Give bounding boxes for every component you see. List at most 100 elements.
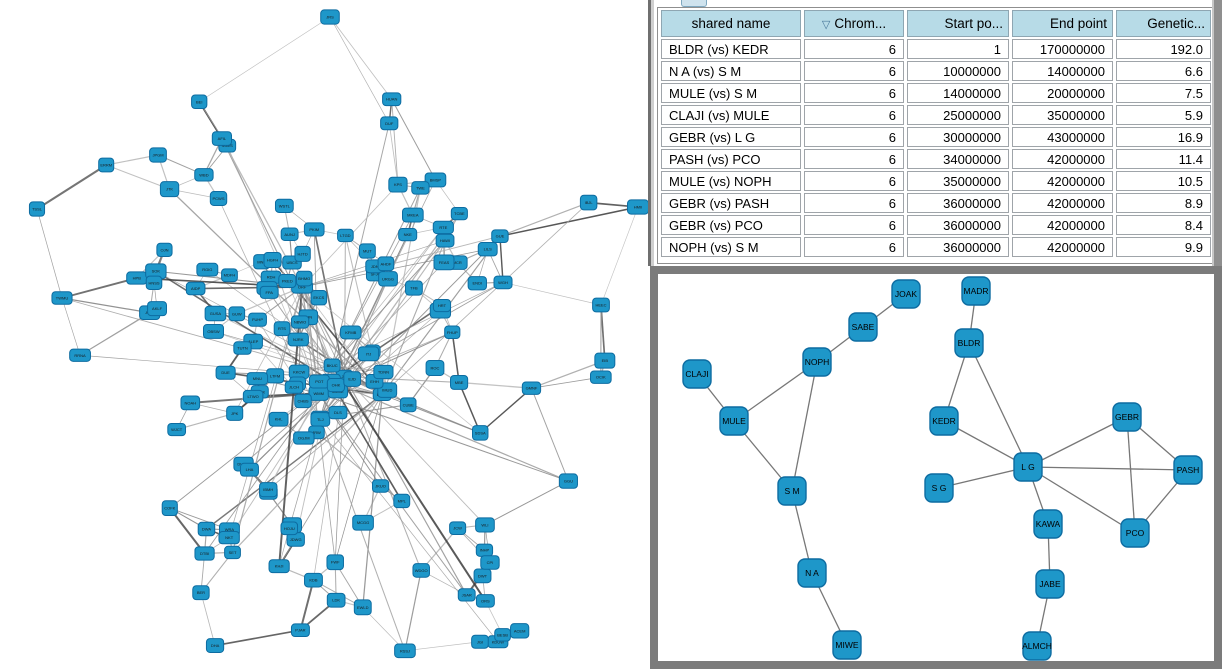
filter-icon[interactable]: ▽: [821, 19, 831, 31]
detail-node-l-g[interactable]: L G: [1013, 452, 1043, 482]
table-cell[interactable]: 170000000: [1012, 39, 1113, 59]
overview-node[interactable]: ERRM: [98, 157, 115, 173]
detail-node-sabe[interactable]: SABE: [848, 312, 878, 342]
overview-node[interactable]: FHUP: [444, 325, 461, 340]
overview-node[interactable]: ORS: [475, 594, 495, 608]
overview-node[interactable]: TFB: [405, 280, 423, 296]
overview-node[interactable]: CHBS: [294, 393, 312, 409]
overview-node[interactable]: KFMB: [340, 325, 362, 340]
table-cell[interactable]: 9.9: [1116, 237, 1211, 257]
overview-node[interactable]: TLJ: [310, 412, 331, 427]
overview-node[interactable]: MDFH: [221, 268, 238, 283]
table-cell[interactable]: 6: [804, 105, 904, 125]
overview-node[interactable]: GUW: [228, 306, 246, 322]
table-row[interactable]: PASH (vs) PCO 6 34000000 42000000 11.4: [661, 149, 1211, 169]
overview-node[interactable]: GUE: [491, 229, 509, 244]
overview-node[interactable]: JGI: [471, 634, 489, 649]
table-cell[interactable]: 6: [804, 237, 904, 257]
overview-node[interactable]: HMII: [627, 199, 648, 215]
overview-node[interactable]: GGU: [558, 473, 578, 489]
detail-node-kedr[interactable]: KEDR: [929, 406, 959, 436]
column-header-startpo[interactable]: Start po...: [907, 10, 1009, 37]
detail-node-pash[interactable]: PASH: [1173, 455, 1203, 485]
detail-node-gebr[interactable]: GEBR: [1112, 402, 1142, 432]
overview-node[interactable]: BKUC: [323, 358, 341, 373]
overview-node[interactable]: JRS: [320, 9, 340, 25]
overview-node[interactable]: LDK: [326, 592, 346, 608]
table-cell[interactable]: 42000000: [1012, 215, 1113, 235]
overview-node[interactable]: POT: [308, 374, 330, 389]
overview-node[interactable]: DWT: [473, 568, 492, 584]
table-cell[interactable]: 5.9: [1116, 105, 1211, 125]
detail-node-miwe[interactable]: MIWE: [832, 630, 862, 660]
table-cell[interactable]: 35000000: [1012, 105, 1113, 125]
overview-node[interactable]: INHP: [475, 543, 494, 557]
overview-node[interactable]: ROC: [425, 359, 445, 376]
overview-node[interactable]: PKIM: [303, 222, 325, 237]
overview-node[interactable]: AHDF: [377, 256, 395, 272]
overview-node[interactable]: BEI: [191, 94, 208, 110]
overview-node[interactable]: OJN: [156, 242, 173, 258]
overview-node[interactable]: IBJL: [579, 194, 598, 211]
overview-node[interactable]: OCIK: [590, 370, 612, 384]
overview-node[interactable]: MPL: [393, 493, 411, 509]
overview-node[interactable]: TCBE: [450, 206, 468, 221]
table-row[interactable]: BLDR (vs) KEDR 6 1 170000000 192.0: [661, 39, 1211, 59]
overview-node[interactable]: RSSJ: [394, 643, 416, 659]
overview-node[interactable]: JPK: [226, 405, 244, 421]
overview-node[interactable]: TUTN: [233, 341, 252, 355]
overview-node[interactable]: GMNF: [521, 381, 542, 395]
overview-node[interactable]: RTS: [273, 321, 291, 337]
table-cell[interactable]: MULE (vs) NOPH: [661, 171, 801, 191]
table-cell[interactable]: 14000000: [1012, 61, 1113, 81]
overview-node[interactable]: WLI: [475, 517, 495, 533]
table-cell[interactable]: GEBR (vs) PASH: [661, 193, 801, 213]
overview-node[interactable]: CPI: [480, 555, 500, 570]
table-cell[interactable]: 6: [804, 215, 904, 235]
detail-edge[interactable]: [968, 342, 1029, 468]
table-cell[interactable]: GEBR (vs) L G: [661, 127, 801, 147]
overview-node[interactable]: HNSS: [145, 275, 163, 290]
detail-edge[interactable]: [791, 361, 818, 492]
table-cell[interactable]: 10000000: [907, 61, 1009, 81]
overview-node[interactable]: EIB: [594, 352, 616, 369]
table-cell[interactable]: 6.6: [1116, 61, 1211, 81]
detail-edge[interactable]: [1027, 466, 1136, 534]
overview-node[interactable]: EJD: [343, 371, 362, 387]
detail-node-bldr[interactable]: BLDR: [954, 328, 984, 358]
table-cell[interactable]: 7.5: [1116, 83, 1211, 103]
overview-node[interactable]: FPA: [259, 285, 279, 299]
detail-node-pco[interactable]: PCO: [1120, 518, 1150, 548]
overview-node[interactable]: KPS: [388, 176, 408, 193]
overview-node[interactable]: AKLF: [147, 301, 168, 317]
table-cell[interactable]: 11.4: [1116, 149, 1211, 169]
table-cell[interactable]: CLAJI (vs) MULE: [661, 105, 801, 125]
overview-node[interactable]: EKCS: [310, 289, 328, 306]
overview-node[interactable]: JPGM: [149, 147, 167, 163]
table-cell[interactable]: 36000000: [907, 193, 1009, 213]
overview-node[interactable]: BER: [192, 585, 210, 601]
column-header-genetic[interactable]: Genetic...: [1116, 10, 1211, 37]
overview-node[interactable]: BESB: [494, 628, 511, 642]
detail-node-joak[interactable]: JOAK: [891, 279, 921, 309]
table-cell[interactable]: 192.0: [1116, 39, 1211, 59]
overview-node[interactable]: KHJI: [268, 559, 290, 574]
detail-edge[interactable]: [1126, 416, 1136, 534]
table-cell[interactable]: 8.9: [1116, 193, 1211, 213]
overview-node[interactable]: WDGO: [412, 563, 430, 578]
overview-node[interactable]: EWLD: [353, 599, 372, 616]
detail-node-s-m[interactable]: S M: [777, 476, 807, 506]
table-cell[interactable]: 42000000: [1012, 171, 1113, 191]
table-cell[interactable]: 1: [907, 39, 1009, 59]
overview-node[interactable]: AUNJ: [280, 227, 299, 241]
overview-node[interactable]: RTE: [432, 220, 454, 235]
overview-node[interactable]: HRT: [432, 298, 452, 313]
detail-edge[interactable]: [1027, 416, 1128, 468]
overview-node[interactable]: URGG: [378, 271, 398, 287]
table-cell[interactable]: 6: [804, 83, 904, 103]
detail-node-noph[interactable]: NOPH: [802, 347, 832, 377]
table-cell[interactable]: PASH (vs) PCO: [661, 149, 801, 169]
overview-node[interactable]: CUBE: [399, 397, 417, 413]
overview-node[interactable]: JCW: [449, 521, 467, 536]
overview-node[interactable]: NBWO: [290, 315, 310, 329]
